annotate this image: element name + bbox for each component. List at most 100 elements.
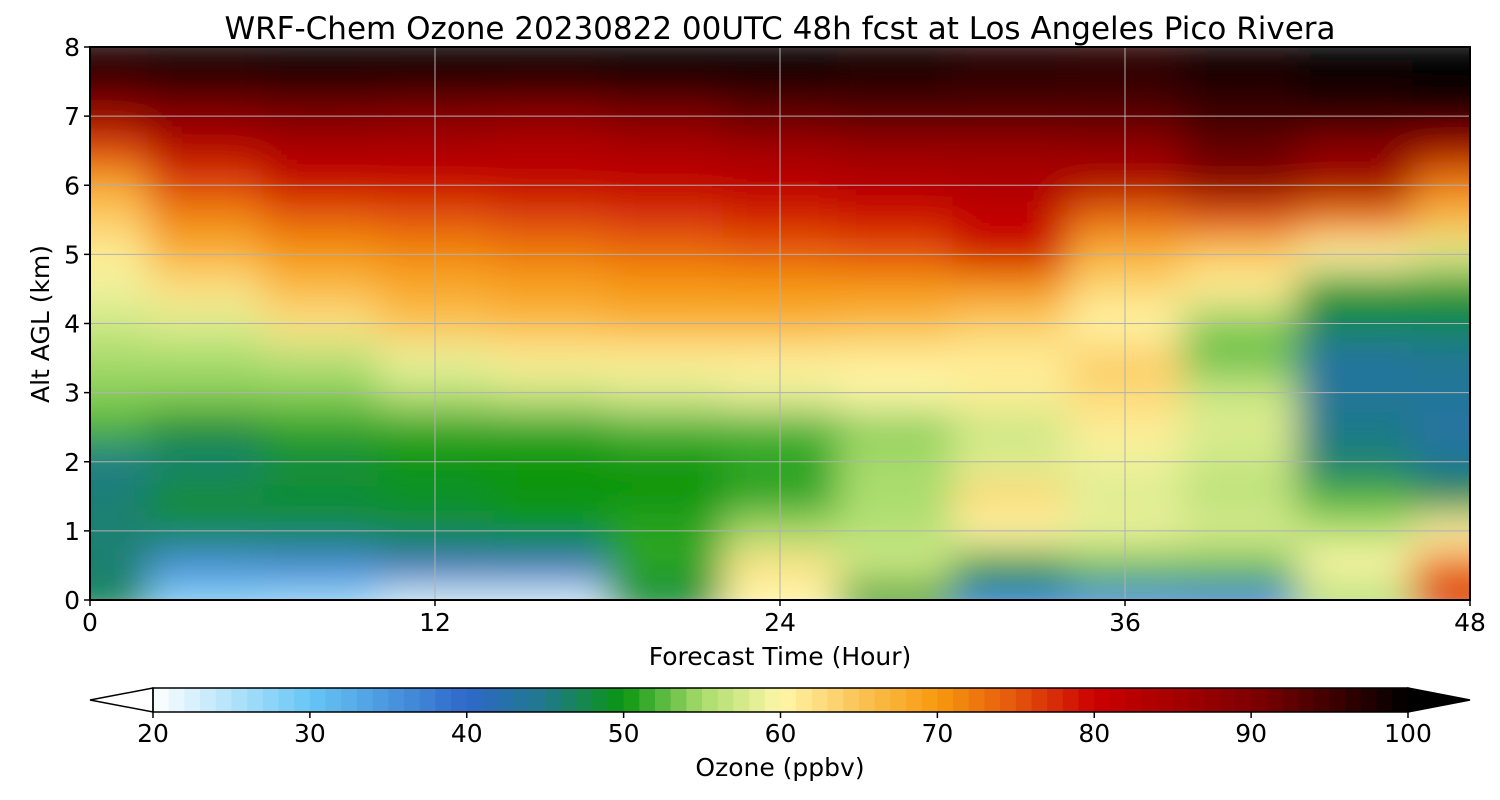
heatmap-cell [1297, 133, 1414, 169]
heatmap-cell [90, 271, 149, 308]
heatmap-cell [492, 548, 609, 584]
colorbar-segment [153, 688, 170, 712]
colorbar-segment [1313, 688, 1331, 712]
heatmap-cell [1412, 133, 1470, 169]
heatmap-cell [1297, 548, 1414, 584]
colorbar-segment [356, 688, 374, 712]
colorbar: 20 30 40 50 60 70 80 90 100 [89, 687, 1471, 748]
heatmap-cell [147, 64, 264, 100]
colorbar-segment [498, 688, 515, 712]
y-tick-label: 5 [64, 240, 80, 269]
colorbar-tick-label: 20 [137, 719, 169, 748]
colorbar-segment [717, 688, 735, 712]
heatmap-cell [837, 202, 954, 239]
heatmap-cell [262, 548, 379, 584]
x-tick-label: 0 [82, 608, 98, 637]
colorbar-segment [262, 688, 280, 712]
colorbar-segment [607, 688, 625, 712]
heatmap-cell [90, 582, 149, 600]
heatmap-cell [492, 47, 609, 66]
heatmap-cell [492, 479, 609, 515]
colorbar-segment [827, 688, 844, 712]
colorbar-segment [309, 688, 327, 712]
colorbar-segment [529, 688, 546, 712]
heatmap-cell [492, 271, 609, 308]
heatmap-cell [1182, 133, 1299, 169]
x-axis-ticks: 0 12 24 36 48 [82, 600, 1486, 637]
y-axis-label: Alt AGL (km) [26, 245, 55, 403]
heatmap-cell [1297, 47, 1414, 66]
colorbar-segment [576, 688, 593, 712]
colorbar-segment [592, 688, 609, 712]
heatmap-cell [90, 202, 149, 239]
heatmap-cell [1182, 202, 1299, 239]
y-tick-label: 4 [64, 310, 80, 339]
heatmap-cell [837, 409, 954, 446]
colorbar-segment [1392, 688, 1409, 712]
heatmap-cell [1297, 64, 1414, 100]
chart-title: WRF-Chem Ozone 20230822 00UTC 48h fcst a… [224, 11, 1335, 47]
heatmap-cell [262, 340, 379, 377]
heatmap-cell [90, 409, 149, 446]
colorbar-segment [921, 688, 938, 712]
heatmap-cell [1412, 582, 1470, 600]
heatmap-cell [90, 133, 149, 169]
heatmap-cell [1182, 409, 1299, 446]
heatmap-cell [837, 64, 954, 100]
x-tick-label: 12 [419, 608, 451, 637]
colorbar-segment [278, 688, 295, 712]
colorbar-segment [435, 688, 452, 712]
colorbar-segment [560, 688, 578, 712]
heatmap-cell [1182, 47, 1299, 66]
heatmap-cell [262, 47, 379, 66]
heatmap-cell [262, 409, 379, 446]
colorbar-segment [670, 688, 687, 712]
colorbar-segment [984, 688, 1001, 712]
heatmap-cell [837, 47, 954, 66]
heatmap-cell [1412, 409, 1470, 446]
colorbar-segment [937, 688, 954, 712]
colorbar-tick-label: 70 [921, 719, 953, 748]
heatmap-cell [492, 133, 609, 169]
heatmap-cell [262, 582, 379, 600]
colorbar-segment [1345, 688, 1362, 712]
x-axis-label: Forecast Time (Hour) [649, 642, 912, 671]
colorbar-segment [968, 688, 986, 712]
heatmap-cell [837, 548, 954, 584]
colorbar-segment [796, 688, 813, 712]
y-tick-label: 7 [64, 102, 80, 131]
heatmap-cell [90, 64, 149, 100]
heatmap-cell [262, 64, 379, 100]
colorbar-segment [639, 688, 656, 712]
colorbar-segment [764, 688, 782, 712]
heatmap-cell [1182, 64, 1299, 100]
colorbar-segment [513, 688, 531, 712]
heatmap-cell [952, 582, 1069, 600]
x-tick-label: 36 [1109, 608, 1141, 637]
colorbar-segment [1172, 688, 1189, 712]
heatmap-cell [1412, 202, 1470, 239]
heatmap-cell [1297, 202, 1414, 239]
heatmap-cell [1412, 479, 1470, 515]
colorbar-segment [1329, 688, 1346, 712]
colorbar-segment [906, 688, 923, 712]
heatmap-cell [147, 133, 264, 169]
colorbar-segment [811, 688, 829, 712]
colorbar-segment [780, 688, 797, 712]
colorbar-segment [843, 688, 860, 712]
heatmap-cell [837, 133, 954, 169]
colorbar-segment [1376, 688, 1393, 712]
y-tick-label: 0 [64, 586, 80, 615]
y-tick-label: 3 [64, 379, 80, 408]
heatmap-cell [607, 340, 724, 377]
colorbar-segment [1000, 688, 1017, 712]
heatmap-cell [492, 409, 609, 446]
heatmap-cell [147, 47, 264, 66]
y-tick-label: 2 [64, 448, 80, 477]
colorbar-segment [1109, 688, 1127, 712]
colorbar-segment [545, 688, 562, 712]
heatmap-cell [952, 202, 1069, 239]
colorbar-segment [1204, 688, 1221, 712]
heatmap-cell [492, 64, 609, 100]
colorbar-segment [1219, 688, 1237, 712]
